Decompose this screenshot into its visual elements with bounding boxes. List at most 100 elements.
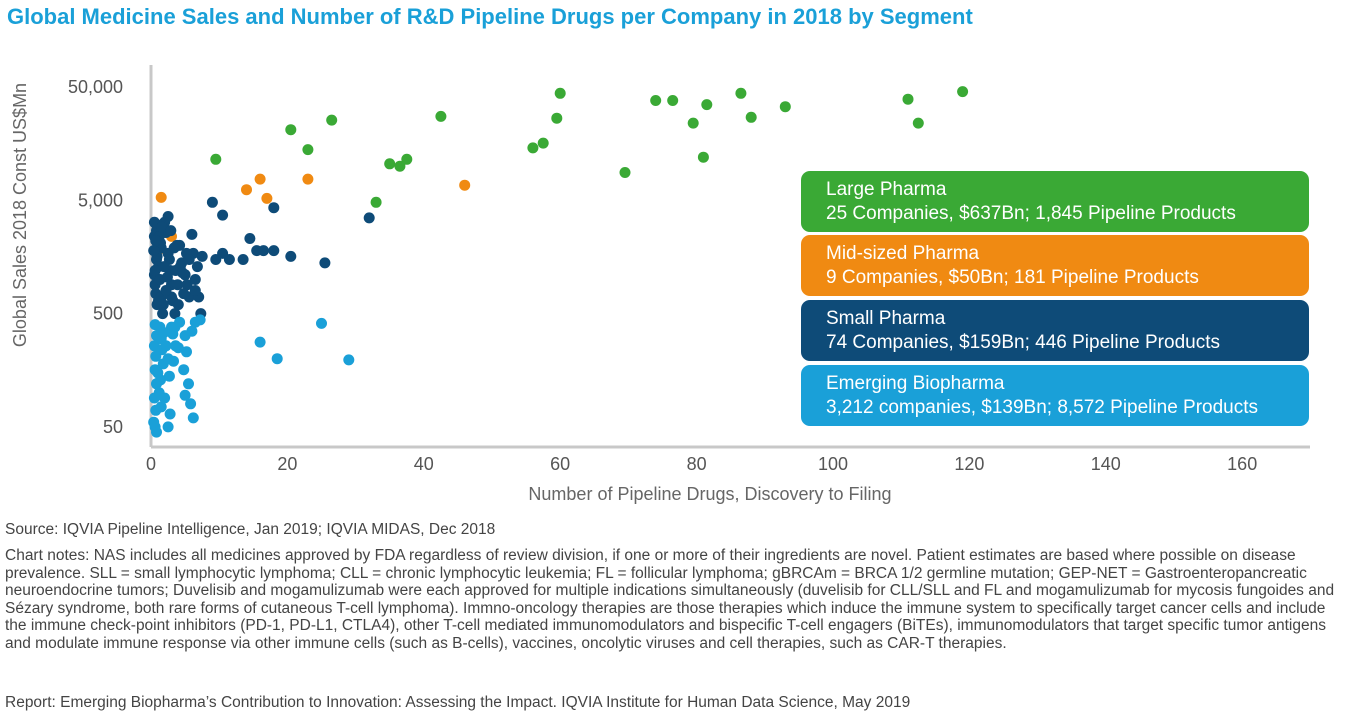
- data-point: [258, 245, 269, 257]
- x-tick-label: 60: [550, 454, 570, 474]
- report-note: Report: Emerging Biopharma’s Contributio…: [5, 694, 911, 711]
- data-point: [150, 235, 162, 247]
- data-point: [170, 340, 182, 352]
- data-point: [394, 160, 406, 172]
- data-point: [172, 279, 184, 291]
- y-tick-label: 50: [103, 417, 123, 437]
- data-point: [169, 308, 181, 320]
- data-point: [319, 257, 331, 269]
- data-point: [161, 271, 173, 283]
- data-point: [152, 367, 164, 379]
- data-point: [189, 274, 201, 285]
- series-emerging-biopharma: [148, 314, 355, 438]
- data-point: [237, 254, 249, 265]
- data-point: [148, 416, 160, 428]
- data-point: [206, 196, 218, 208]
- x-tick-label: 160: [1227, 454, 1257, 474]
- series-mid-sized-pharma: [152, 173, 471, 257]
- data-point: [902, 93, 914, 105]
- data-point: [160, 285, 172, 296]
- y-tick-label: 500: [93, 304, 123, 324]
- data-point: [701, 99, 713, 111]
- legend-item-mid-sized-pharma: Mid-sized Pharma 9 Companies, $50Bn; 181 …: [801, 235, 1309, 296]
- data-point: [148, 245, 160, 257]
- data-point: [185, 398, 197, 410]
- data-point: [162, 211, 174, 222]
- data-point: [745, 111, 757, 123]
- data-point: [667, 95, 679, 106]
- data-point: [384, 158, 396, 170]
- data-point: [181, 279, 193, 291]
- data-point: [187, 412, 199, 424]
- data-point: [196, 250, 208, 262]
- data-point: [554, 87, 566, 99]
- data-points: [148, 86, 969, 438]
- data-point: [302, 144, 314, 156]
- data-point: [254, 336, 266, 348]
- data-point: [164, 408, 176, 420]
- data-point: [159, 392, 171, 404]
- data-point: [176, 267, 188, 279]
- data-point: [155, 401, 167, 413]
- data-point: [241, 184, 252, 196]
- data-point: [343, 354, 355, 366]
- y-tick-label: 50,000: [68, 77, 123, 97]
- data-point: [160, 340, 172, 352]
- data-point: [168, 355, 179, 367]
- data-point: [174, 316, 186, 328]
- x-tick-label: 140: [1091, 454, 1121, 474]
- axes: [149, 65, 1310, 449]
- series-large-pharma: [210, 86, 969, 208]
- x-tick-label: 20: [277, 454, 297, 474]
- data-point: [254, 173, 266, 185]
- data-point: [158, 327, 170, 339]
- data-point: [178, 364, 190, 376]
- data-point: [183, 378, 194, 390]
- data-point: [165, 225, 177, 237]
- legend-series-detail: 3,212 companies, $139Bn; 8,572 Pipeline …: [826, 397, 1259, 418]
- data-point: [459, 179, 471, 191]
- data-point: [363, 212, 375, 224]
- legend-item-large-pharma: Large Pharma 25 Companies, $637Bn; 1,845 …: [801, 171, 1309, 232]
- data-point: [151, 426, 162, 438]
- y-tick-label: 5,000: [78, 190, 123, 210]
- data-point: [619, 167, 631, 178]
- data-point: [697, 151, 709, 163]
- y-tick-labels: 50 500 5,000 50,000: [68, 77, 123, 437]
- x-tick-label: 40: [414, 454, 434, 474]
- data-point: [156, 221, 168, 233]
- x-axis-label: Number of Pipeline Drugs, Discovery to F…: [528, 484, 891, 504]
- legend-series-name: Small Pharma: [826, 308, 946, 329]
- data-point: [326, 114, 338, 126]
- data-point: [191, 261, 203, 273]
- data-point: [179, 389, 191, 401]
- source-note: Source: IQVIA Pipeline Intelligence, Jan…: [5, 521, 496, 538]
- legend-series-name: Mid-sized Pharma: [826, 243, 980, 264]
- data-point: [912, 117, 924, 129]
- chart-title: Global Medicine Sales and Number of R&D …: [7, 4, 973, 29]
- legend-series-detail: 9 Companies, $50Bn; 181 Pipeline Product…: [826, 267, 1199, 288]
- data-point: [155, 191, 167, 203]
- data-point: [183, 254, 195, 265]
- data-point: [551, 112, 563, 124]
- data-point: [401, 153, 413, 165]
- data-point: [268, 202, 280, 214]
- data-point: [271, 353, 283, 365]
- data-point: [194, 314, 206, 326]
- data-point: [189, 285, 201, 296]
- data-point: [244, 233, 256, 244]
- data-point: [158, 261, 170, 273]
- data-point: [172, 299, 184, 311]
- data-point: [153, 295, 164, 307]
- data-point: [735, 87, 747, 99]
- x-tick-labels: 020406080100120140160180: [146, 454, 1257, 474]
- data-point: [162, 421, 174, 433]
- data-point: [261, 192, 273, 204]
- x-tick-label: 100: [818, 454, 848, 474]
- series-small-pharma: [148, 196, 375, 320]
- data-point: [537, 137, 549, 149]
- legend-series-detail: 25 Companies, $637Bn; 1,845 Pipeline Pro…: [826, 203, 1236, 224]
- data-point: [957, 86, 969, 98]
- data-point: [168, 242, 180, 254]
